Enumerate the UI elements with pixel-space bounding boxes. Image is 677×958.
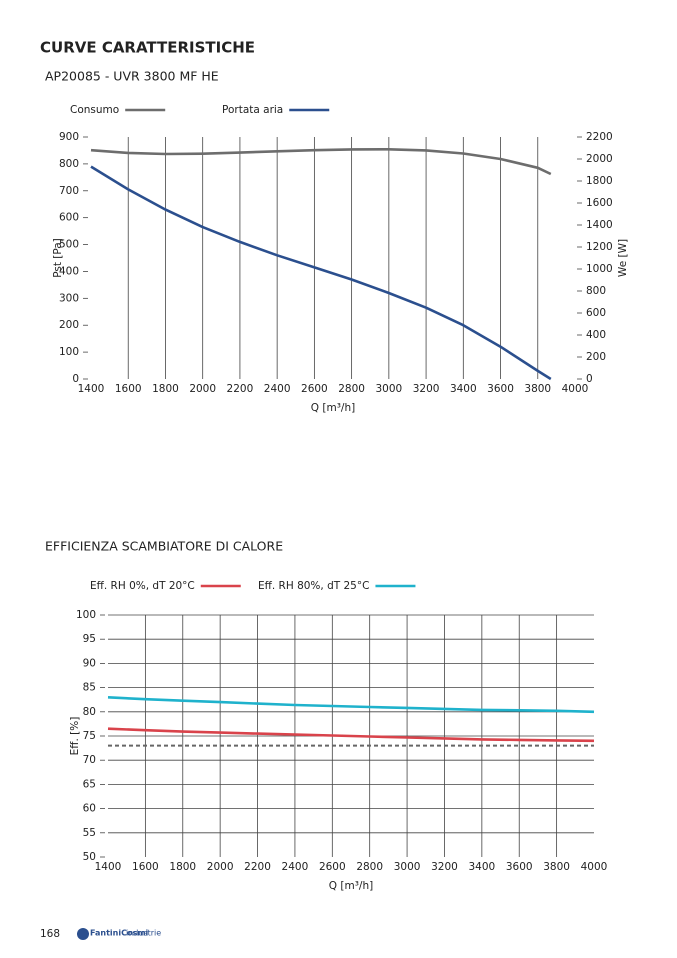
x-tick-label: 3400 xyxy=(468,861,495,873)
y-tick-label: 85 xyxy=(83,682,96,694)
y-axis-label: Eff. [%] xyxy=(69,717,81,756)
y-tick-label: 300 xyxy=(59,292,79,304)
y2-tick-label: 0 xyxy=(586,373,593,385)
y-tick-label: 70 xyxy=(83,754,96,766)
x-axis-label: Q [m³/h] xyxy=(311,402,355,414)
x-tick-label: 4000 xyxy=(562,383,589,395)
y-tick-label: 900 xyxy=(59,131,79,143)
y2-tick-label: 1000 xyxy=(586,263,613,275)
y-tick-label: 400 xyxy=(59,265,79,277)
y-tick-label: 600 xyxy=(59,212,79,224)
x-tick-label: 1800 xyxy=(152,383,179,395)
y-tick-label: 90 xyxy=(83,657,96,669)
x-tick-label: 2200 xyxy=(227,383,254,395)
y2-tick-label: 1600 xyxy=(586,197,613,209)
x-tick-label: 3600 xyxy=(506,861,533,873)
x-tick-label: 3200 xyxy=(431,861,458,873)
y-tick-label: 95 xyxy=(83,633,96,645)
legend-label: Eff. RH 80%, dT 25°C xyxy=(258,580,369,592)
x-tick-label: 3800 xyxy=(543,861,570,873)
logo-brand: FantiniCosmi xyxy=(90,929,149,938)
y2-tick-label: 200 xyxy=(586,351,606,363)
x-tick-label: 3000 xyxy=(394,861,421,873)
x-tick-label: 2000 xyxy=(207,861,234,873)
x-tick-label: 1400 xyxy=(78,383,105,395)
y2-tick-label: 800 xyxy=(586,285,606,297)
y-tick-label: 500 xyxy=(59,239,79,251)
x-tick-label: 1600 xyxy=(132,861,159,873)
x-tick-label: 2400 xyxy=(282,861,309,873)
series-line xyxy=(90,148,552,176)
x-tick-label: 2600 xyxy=(301,383,328,395)
y-tick-label: 80 xyxy=(83,706,96,718)
x-tick-label: 3600 xyxy=(487,383,514,395)
x-tick-label: 1600 xyxy=(115,383,142,395)
y-tick-label: 700 xyxy=(59,185,79,197)
chart-title: EFFICIENZA SCAMBIATORE DI CALORE xyxy=(45,539,283,554)
y2-tick-label: 2000 xyxy=(586,153,613,165)
y2-axis-label: We [W] xyxy=(617,239,629,277)
y2-tick-label: 400 xyxy=(586,329,606,341)
y2-tick-label: 2200 xyxy=(586,131,613,143)
y-tick-label: 100 xyxy=(59,346,79,358)
y2-tick-label: 600 xyxy=(586,307,606,319)
y2-tick-label: 1400 xyxy=(586,219,613,231)
series-line xyxy=(107,696,595,714)
x-tick-label: 4000 xyxy=(581,861,608,873)
page-title: CURVE CARATTERISTICHE xyxy=(40,39,255,57)
y-tick-label: 800 xyxy=(59,158,79,170)
logo-suffix: industrie xyxy=(126,929,161,938)
y-tick-label: 75 xyxy=(83,730,96,742)
x-tick-label: 3000 xyxy=(375,383,402,395)
page-number: 168 xyxy=(40,928,60,940)
y2-tick-label: 1200 xyxy=(586,241,613,253)
x-tick-label: 2800 xyxy=(356,861,383,873)
legend-label: Eff. RH 0%, dT 20°C xyxy=(90,580,195,592)
y-tick-label: 50 xyxy=(83,851,96,863)
x-tick-label: 2400 xyxy=(264,383,291,395)
y-tick-label: 200 xyxy=(59,319,79,331)
y-axis-label: Pst [Pa] xyxy=(52,238,64,278)
x-tick-label: 3400 xyxy=(450,383,477,395)
x-tick-label: 2200 xyxy=(244,861,271,873)
series-line xyxy=(107,727,595,743)
y-tick-label: 60 xyxy=(83,803,96,815)
x-tick-label: 1800 xyxy=(169,861,196,873)
series-line xyxy=(90,165,552,381)
logo-mark xyxy=(77,928,89,940)
x-tick-label: 3800 xyxy=(524,383,551,395)
legend-label: Consumo xyxy=(70,104,119,116)
y-tick-label: 100 xyxy=(76,609,96,621)
x-tick-label: 2600 xyxy=(319,861,346,873)
y-tick-label: 0 xyxy=(72,373,79,385)
y-tick-label: 65 xyxy=(83,778,96,790)
y2-tick-label: 1800 xyxy=(586,175,613,187)
x-tick-label: 1400 xyxy=(95,861,122,873)
y-tick-label: 55 xyxy=(83,827,96,839)
x-tick-label: 2000 xyxy=(189,383,216,395)
x-tick-label: 3200 xyxy=(413,383,440,395)
legend-label: Portata aria xyxy=(222,104,283,116)
x-tick-label: 2800 xyxy=(338,383,365,395)
x-axis-label: Q [m³/h] xyxy=(329,880,373,892)
chart-title: AP20085 - UVR 3800 MF HE xyxy=(45,69,219,84)
